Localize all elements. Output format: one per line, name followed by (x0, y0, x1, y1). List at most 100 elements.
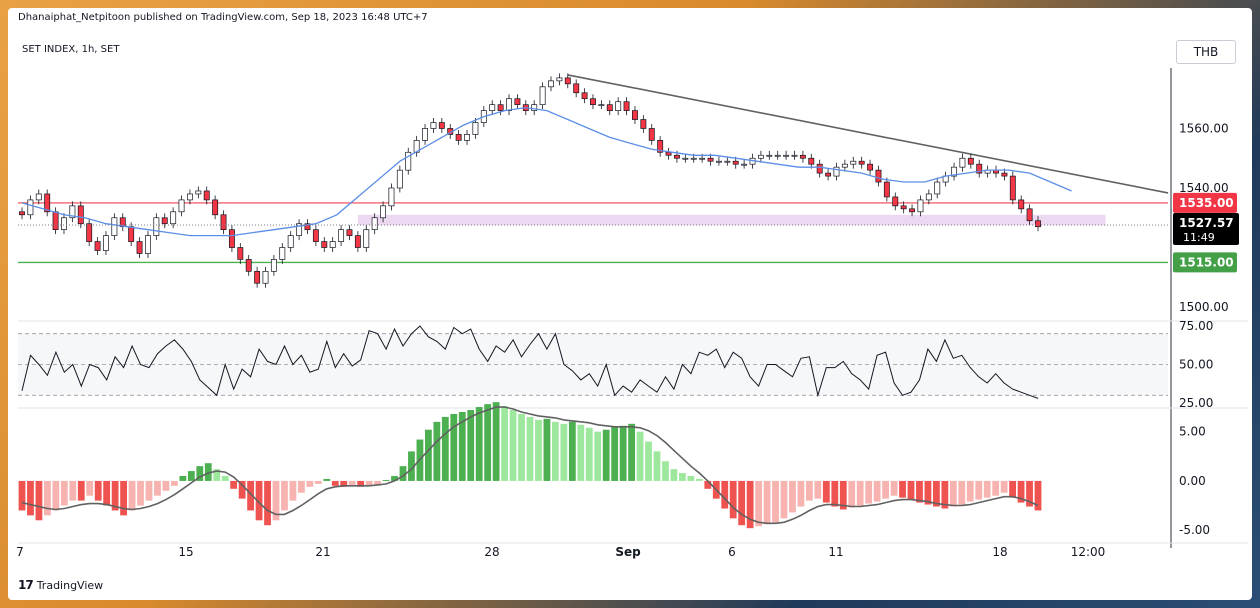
candle-body (279, 247, 286, 260)
time-tick-label: 6 (728, 545, 736, 559)
candle-body (774, 154, 781, 157)
macd-histogram-bar (662, 461, 669, 481)
macd-histogram-bar (983, 480, 991, 498)
macd-histogram-bar (822, 480, 830, 503)
macd-histogram-bar (907, 480, 915, 500)
macd-histogram-bar (1026, 480, 1033, 507)
candle-body (94, 241, 101, 251)
macd-histogram-bar (653, 451, 661, 481)
candle-body (161, 217, 168, 225)
candle-body (136, 241, 143, 254)
time-tick-label: 11 (828, 545, 843, 559)
macd-histogram-bar (179, 476, 187, 481)
candle-body (858, 160, 865, 165)
candle-body (539, 86, 546, 106)
resistance-level-tag (1173, 192, 1237, 213)
macd-histogram-bar (738, 480, 746, 526)
macd-histogram-bar (103, 480, 111, 506)
candle-body (35, 193, 42, 201)
candle-body (438, 122, 445, 129)
candle-body (312, 229, 319, 242)
macd-histogram-bar (992, 480, 1000, 496)
consolidation-band (357, 214, 1106, 226)
macd-histogram-bar (611, 426, 619, 481)
macd-histogram-bar (348, 480, 356, 485)
macd-histogram-bar (628, 423, 635, 481)
support-level-tag (1173, 252, 1237, 273)
chart-card: Dhanaiphat_Netpitoon published on Tradin… (8, 8, 1252, 600)
macd-histogram-bar (966, 480, 974, 502)
candle-body (556, 77, 563, 82)
macd-histogram-bar (314, 480, 322, 484)
macd-histogram-bar (238, 480, 246, 499)
macd-histogram-bar (374, 480, 381, 485)
candle-body (900, 205, 907, 210)
macd-histogram-bar (128, 480, 136, 511)
macd-histogram-bar (18, 480, 26, 511)
macd-histogram-bar (27, 480, 34, 516)
candle-body (724, 160, 731, 163)
macd-histogram-bar (433, 421, 441, 481)
candle-body (783, 154, 790, 157)
macd-tick-label: 5.00 (1179, 425, 1206, 439)
candle-body (497, 104, 504, 111)
macd-histogram-bar (154, 480, 161, 496)
candle-body (925, 193, 932, 201)
price-chart[interactable]: 1535.001515.001527.5711:491560.001540.00… (8, 8, 1252, 600)
candle-body (170, 211, 177, 225)
macd-histogram-bar (204, 463, 212, 481)
macd-histogram-bar (518, 413, 525, 481)
macd-histogram-bar (171, 480, 178, 486)
macd-histogram-bar (323, 478, 331, 481)
candle-body (128, 226, 135, 242)
price-tick-label: 1540.00 (1179, 181, 1229, 195)
macd-histogram-bar (120, 480, 127, 516)
candle-body (186, 193, 193, 201)
macd-histogram-bar (856, 480, 864, 506)
candle-body (111, 217, 118, 236)
macd-histogram-bar (399, 466, 407, 481)
candle-body (640, 119, 647, 129)
candle-body (951, 166, 957, 177)
time-tick-label: 28 (484, 545, 499, 559)
macd-histogram-bar (729, 480, 737, 519)
macd-histogram-bar (848, 480, 856, 508)
last-price-label: 1527.57 (1179, 216, 1234, 230)
candle-body (833, 166, 840, 177)
candle-body (799, 154, 806, 159)
macd-histogram-bar (772, 480, 779, 523)
macd-histogram-bar (695, 478, 703, 481)
macd-histogram-bar (619, 425, 627, 481)
macd-histogram-bar (1000, 480, 1008, 493)
macd-histogram-bar (475, 407, 483, 481)
macd-histogram-bar (145, 480, 153, 501)
macd-histogram-bar (865, 480, 873, 504)
candle-body (178, 199, 185, 213)
macd-histogram-bar (35, 480, 43, 521)
candle-body (590, 98, 596, 106)
candle-body (321, 241, 328, 248)
macd-histogram-bar (763, 480, 771, 525)
footer-brand[interactable]: 17 TradingView (18, 578, 103, 592)
candle-body (531, 104, 538, 111)
macd-histogram-bar (60, 480, 68, 506)
macd-histogram-bar (755, 480, 762, 527)
candle-body (270, 259, 277, 272)
currency-button[interactable]: THB (1176, 40, 1236, 64)
time-tick-label: 12:00 (1071, 545, 1106, 559)
candle-body (195, 190, 202, 195)
macd-histogram-bar (221, 476, 229, 481)
candle-body (354, 235, 361, 248)
macd-histogram-bar (721, 480, 729, 509)
candle-body (757, 154, 764, 159)
candle-body (19, 211, 25, 216)
macd-histogram-bar (839, 480, 847, 510)
candle-body (867, 163, 874, 171)
candle-body (86, 223, 93, 242)
candle-body (220, 214, 227, 231)
macd-histogram-bar (704, 480, 712, 489)
candle-body (346, 229, 353, 236)
macd-histogram-bar (467, 410, 475, 481)
macd-histogram-bar (137, 480, 144, 506)
macd-histogram-bar (306, 480, 314, 487)
